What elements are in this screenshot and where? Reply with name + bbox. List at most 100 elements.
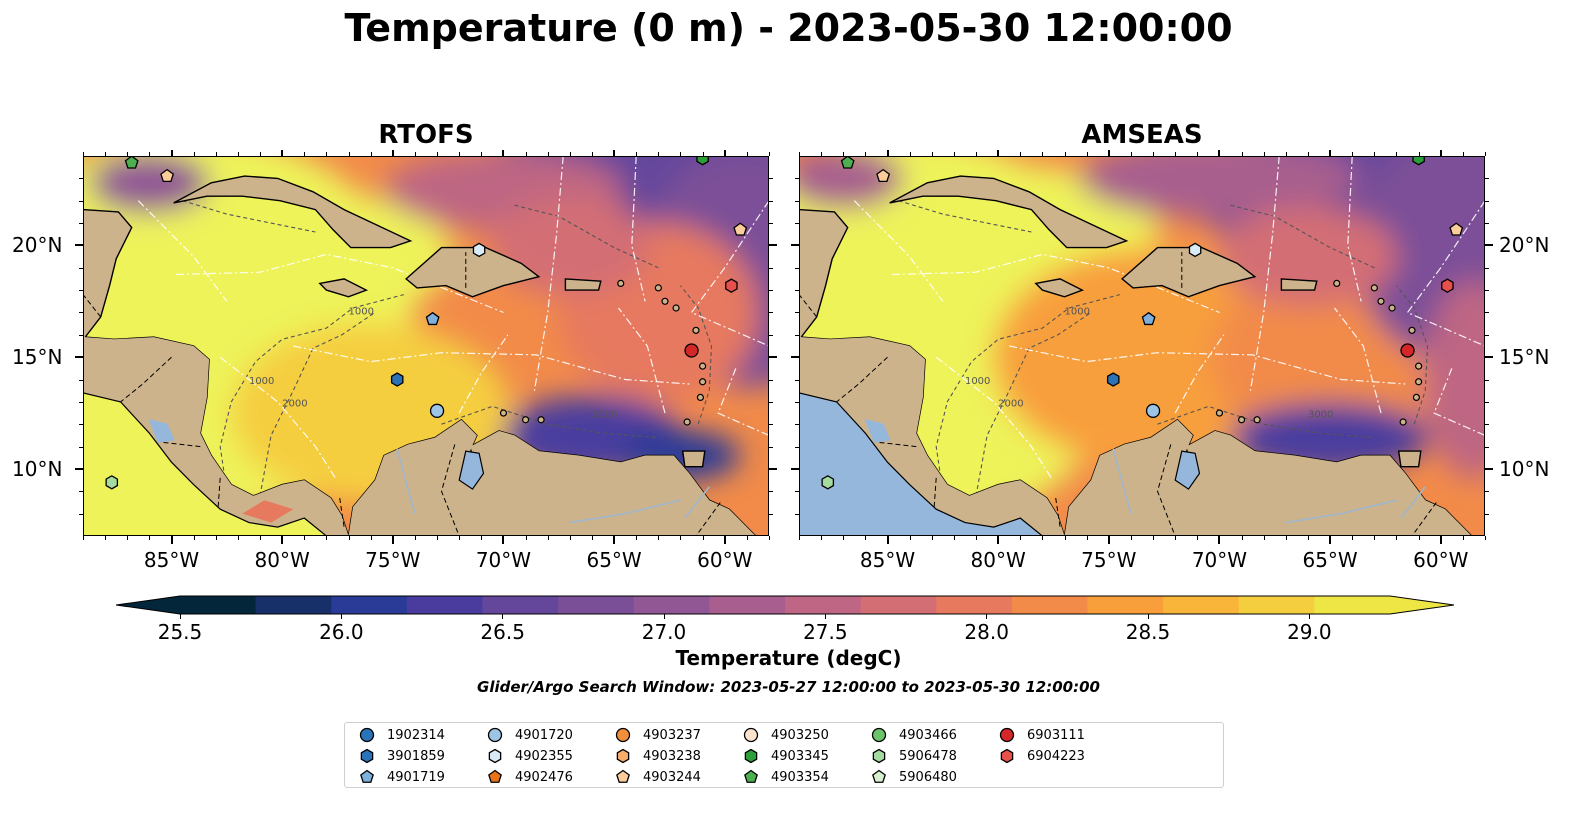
lon-minor-tick-top	[1241, 152, 1243, 156]
colorbar-tick	[986, 614, 988, 619]
eez-boundaries	[853, 156, 1485, 479]
legend-marker	[359, 727, 375, 743]
colorbar-tick-label-7: 29.0	[1287, 620, 1332, 644]
legend-marker	[488, 748, 502, 764]
float-marker-6903111	[1400, 343, 1415, 358]
lon-minor-tick	[976, 536, 978, 540]
lon-tick-bottom	[1329, 536, 1332, 544]
colorbar-segment	[1087, 596, 1164, 614]
lat-tick-right	[769, 356, 777, 359]
lat-label-right-0: 20°N	[1499, 233, 1550, 258]
lon-tick-bottom	[391, 536, 394, 544]
lon-minor-tick	[843, 536, 845, 540]
lon-minor-tick-top	[1285, 152, 1287, 156]
pentagon-marker-icon	[488, 769, 502, 783]
lon-minor-tick-top	[193, 152, 195, 156]
colorbar-segment	[936, 596, 1013, 614]
legend-item: 6903111	[997, 725, 1085, 745]
legend-label: 6903111	[1027, 727, 1085, 743]
lat-minor-tick	[795, 513, 799, 515]
legend-label: 4901720	[515, 727, 573, 743]
lon-minor-tick-top	[1042, 152, 1044, 156]
lon-minor-tick-top	[437, 152, 439, 156]
figure-title: Temperature (0 m) - 2023-05-30 12:00:00	[344, 6, 1233, 50]
float-marker-6903111	[684, 343, 699, 358]
lon-minor-tick-top	[1396, 152, 1398, 156]
lon-label-1: 80°W	[970, 548, 1026, 572]
colorbar-tick	[1147, 614, 1149, 619]
pentagon-marker-icon	[360, 769, 374, 783]
circle-marker-icon	[615, 727, 631, 743]
bathymetry-contours	[182, 200, 713, 496]
lat-minor-tick	[795, 267, 799, 269]
legend-label: 4903238	[643, 748, 701, 764]
lat-label-right-1: 15°N	[1499, 345, 1550, 370]
float-marker-4901720	[1145, 403, 1161, 418]
lon-tick-top	[997, 150, 1000, 156]
lat-label-right-2: 10°N	[1499, 456, 1550, 481]
lat-label-left-1: 15°N	[12, 345, 63, 370]
lon-minor-tick-top	[127, 152, 129, 156]
lat-minor-tick-right	[1485, 223, 1489, 225]
lon-tick-bottom	[1218, 536, 1221, 544]
legend-item: 4903354	[741, 767, 829, 787]
lat-minor-tick-right	[769, 267, 773, 269]
lon-minor-tick	[237, 536, 239, 540]
legend-marker	[744, 748, 758, 764]
lon-minor-tick	[1130, 536, 1132, 540]
lon-minor-tick-top	[769, 152, 770, 156]
contour-label: 3000	[1308, 410, 1333, 421]
lon-tick-bottom	[1439, 536, 1442, 544]
lon-minor-tick-top	[976, 152, 978, 156]
legend-marker	[999, 727, 1015, 743]
lon-tick-top	[281, 150, 284, 156]
lon-minor-tick-top	[1153, 152, 1155, 156]
lat-minor-tick	[795, 290, 799, 292]
lon-minor-tick-top	[1175, 152, 1177, 156]
colorbar-segment	[1238, 596, 1315, 614]
lat-minor-tick	[795, 223, 799, 225]
legend-label: 5906478	[899, 748, 957, 764]
lat-minor-tick-right	[769, 446, 773, 448]
legend-item: 1902314	[357, 725, 445, 745]
float-marker-4903345	[1412, 156, 1425, 166]
lon-minor-tick-top	[525, 152, 527, 156]
lon-minor-tick	[348, 536, 350, 540]
lon-minor-tick	[370, 536, 372, 540]
lon-tick-bottom	[886, 536, 889, 544]
lon-minor-tick	[459, 536, 461, 540]
lon-minor-tick-top	[1263, 152, 1265, 156]
colorbar-extend-low	[116, 596, 180, 614]
lon-minor-tick-top	[658, 152, 660, 156]
colorbar-tick	[340, 614, 342, 619]
lat-minor-tick	[79, 178, 83, 180]
lat-minor-tick	[79, 513, 83, 515]
lat-minor-tick	[795, 200, 799, 202]
float-marker-3901859	[1106, 372, 1120, 387]
lon-tick-top	[391, 150, 394, 156]
lon-minor-tick	[1374, 536, 1376, 540]
map-panel-amseas: 10002000300010002000	[799, 156, 1485, 536]
lon-minor-tick-top	[591, 152, 593, 156]
lat-minor-tick	[795, 446, 799, 448]
lon-minor-tick	[105, 536, 107, 540]
lon-minor-tick-top	[865, 152, 867, 156]
colorbar-tick	[1308, 614, 1310, 619]
hexagon-marker-icon	[360, 748, 374, 764]
colorbar-segment	[255, 596, 332, 614]
lat-minor-tick-right	[769, 513, 773, 515]
circle-marker-icon	[871, 727, 887, 743]
lat-tick-left	[75, 467, 83, 470]
legend-item: 5906480	[869, 767, 957, 787]
colorbar-segment	[406, 596, 483, 614]
colorbar-label: Temperature (degC)	[675, 646, 902, 670]
legend-label: 4901719	[387, 769, 445, 785]
colorbar-segment	[785, 596, 862, 614]
pentagon-marker-icon	[744, 769, 758, 783]
lat-minor-tick	[79, 401, 83, 403]
lon-minor-tick	[636, 536, 638, 540]
lon-label-2: 75°W	[365, 548, 421, 572]
lon-minor-tick-top	[149, 152, 151, 156]
lat-minor-tick	[795, 491, 799, 493]
lon-minor-tick	[769, 536, 770, 540]
